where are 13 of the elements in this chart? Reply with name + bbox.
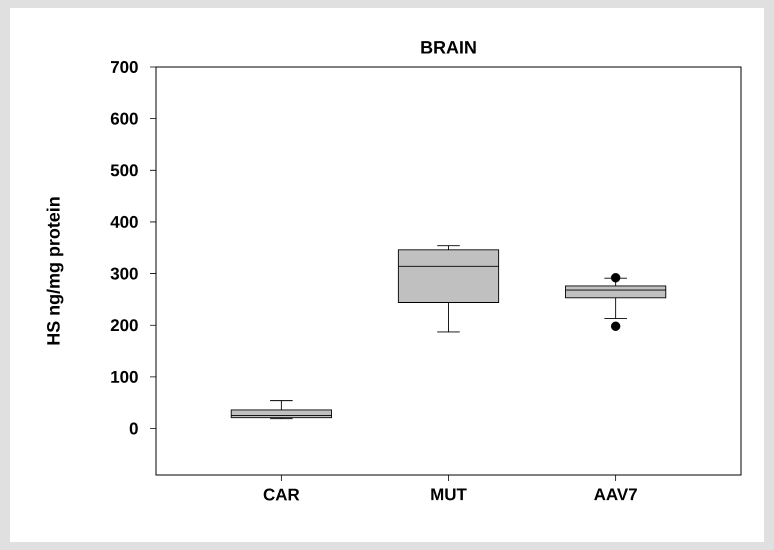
y-tick-label: 500	[110, 164, 138, 176]
x-tick-label: CAR	[264, 488, 300, 501]
x-tick-label: MUT	[431, 488, 467, 500]
y-tick-label: 0	[130, 422, 138, 435]
y-tick-label: 100	[111, 370, 138, 383]
y-tick-label: 200	[110, 319, 138, 332]
x-tick-label: AAV7	[594, 488, 637, 500]
y-tick-label: 300	[110, 268, 138, 280]
y-tick-label: 700	[110, 61, 138, 73]
chart-title: BRAIN	[421, 41, 476, 54]
y-tick-label: 400	[110, 216, 138, 228]
y-tick-label: 600	[110, 112, 138, 125]
y-axis-title: HS ng/mg protein	[46, 197, 64, 345]
